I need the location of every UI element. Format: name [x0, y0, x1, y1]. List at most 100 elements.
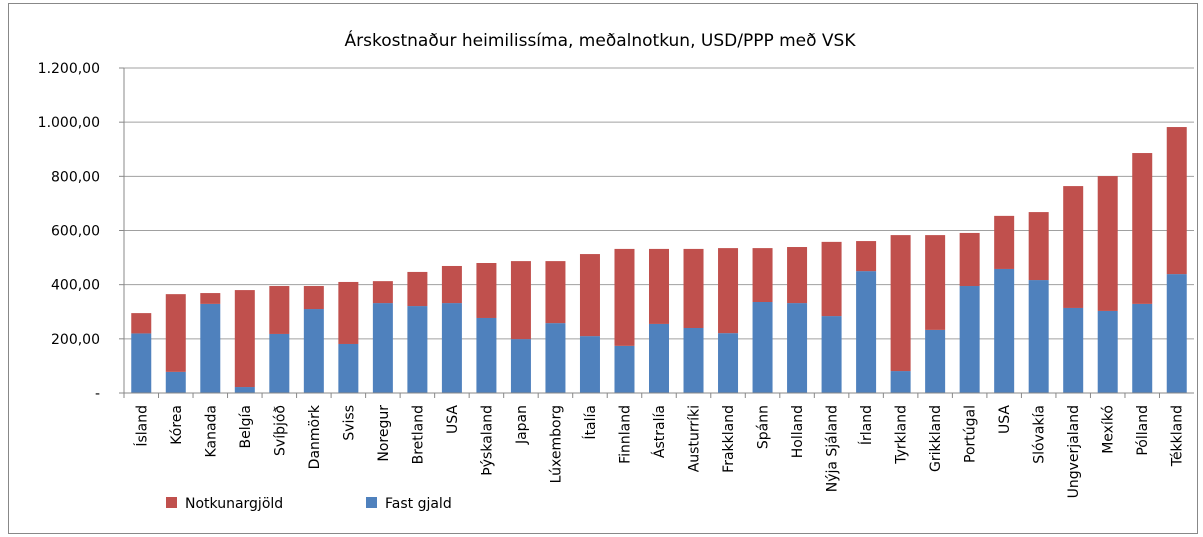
bar-segment	[338, 343, 359, 393]
x-tick-label: Holland	[790, 405, 806, 458]
bar-segment	[545, 323, 566, 393]
x-tick-label: Grikkland	[928, 405, 944, 472]
bar-segment	[407, 306, 428, 393]
bar-segment	[1166, 127, 1187, 275]
x-tick-label: Kórea	[169, 405, 185, 445]
y-tick-label: 1.000,00	[38, 115, 100, 131]
legend-label: Fast gjald	[385, 496, 452, 512]
bar-segment	[303, 286, 324, 310]
x-tick-label: Finnland	[617, 405, 633, 464]
y-tick-label: -	[95, 386, 100, 402]
bar-segment	[545, 261, 566, 324]
legend-swatch	[166, 497, 177, 508]
bar-segment	[787, 247, 808, 304]
chart-frame	[8, 3, 1198, 534]
bar-segment	[338, 281, 359, 344]
bar-segment	[441, 303, 462, 393]
bar-segment	[407, 271, 428, 307]
bar-segment	[303, 309, 324, 393]
bar-segment	[614, 345, 635, 393]
bar-segment	[131, 313, 152, 334]
bar-segment	[994, 268, 1015, 393]
x-tick-label: Ástralía	[651, 405, 668, 458]
x-tick-label: Portúgal	[963, 405, 979, 463]
x-tick-label: Ungverjaland	[1066, 405, 1082, 498]
bar-segment	[787, 303, 808, 393]
bar-segment	[649, 248, 669, 324]
bar-segment	[752, 302, 773, 393]
bar-segment	[614, 248, 635, 346]
bar-segment	[683, 328, 704, 393]
bar-segment	[821, 316, 842, 393]
x-tick-label: Kanada	[203, 405, 219, 457]
x-tick-label: Bretland	[410, 405, 426, 464]
bar-segment	[579, 254, 600, 337]
bar-segment	[165, 371, 186, 393]
bar-segment	[959, 286, 980, 393]
x-tick-label: Slóvakía	[1032, 405, 1048, 464]
bar-segment	[925, 235, 946, 330]
bar-segment	[959, 232, 980, 287]
x-tick-label: Frakkland	[721, 405, 737, 473]
x-tick-label: Ísland	[133, 405, 150, 447]
bar-segment	[856, 271, 877, 393]
bar-segment	[1063, 307, 1084, 393]
bar-segment	[476, 263, 497, 318]
bar-segment	[1166, 274, 1187, 393]
bar-segment	[234, 387, 255, 393]
x-tick-label: USA	[997, 405, 1013, 434]
bar-segment	[752, 248, 773, 302]
bar-segment	[1063, 186, 1084, 308]
x-tick-label: Mexíkó	[1101, 405, 1117, 454]
bar-segment	[925, 329, 946, 393]
chart-title: Árskostnaður heimilissíma, meðalnotkun, …	[345, 29, 857, 51]
y-tick-label: 1.200,00	[38, 61, 100, 77]
x-tick-label: USA	[445, 405, 461, 434]
x-tick-label: Danmörk	[307, 404, 323, 469]
x-tick-label: Nýja Sjáland	[825, 405, 841, 492]
bar-segment	[234, 290, 255, 388]
bar-segment	[510, 339, 531, 393]
bar-segment	[649, 323, 669, 393]
bar-segment	[683, 248, 704, 328]
bar-segment	[1028, 280, 1049, 393]
y-tick-label: 600,00	[51, 224, 100, 240]
x-tick-label: Tékkland	[1170, 405, 1186, 467]
bar-segment	[200, 303, 221, 393]
bar-segment	[372, 281, 393, 304]
bar-segment	[510, 261, 531, 340]
x-tick-label: Lúxemborg	[548, 405, 564, 483]
bar-segment	[718, 248, 739, 334]
x-tick-label: Austurríki	[687, 405, 703, 472]
bar-segment	[200, 293, 221, 304]
x-tick-label: Írland	[858, 405, 875, 445]
bar-segment	[579, 336, 600, 393]
bar-segment	[1028, 212, 1049, 281]
x-tick-label: Spánn	[756, 405, 772, 449]
bar-segment	[718, 333, 739, 393]
legend-label: Notkunargjöld	[185, 496, 283, 512]
bar-segment	[821, 241, 842, 317]
x-tick-label: Sviss	[341, 405, 357, 441]
x-tick-label: Japan	[514, 405, 530, 445]
y-tick-label: 200,00	[51, 332, 100, 348]
bar-segment	[994, 215, 1015, 269]
bar-segment	[476, 317, 497, 393]
x-tick-label: Belgía	[238, 405, 254, 448]
x-tick-label: Þýskaland	[479, 405, 495, 476]
x-tick-label: Tyrkland	[894, 405, 910, 465]
bar-segment	[890, 371, 911, 393]
bar-segment	[372, 303, 393, 393]
bar-segment	[1132, 153, 1153, 304]
legend-swatch	[366, 497, 377, 508]
bar-segment	[269, 286, 290, 334]
bar-segment	[441, 265, 462, 304]
x-tick-label: Noregur	[376, 405, 392, 462]
x-tick-label: Ítalía	[582, 405, 599, 440]
bar-segment	[165, 294, 186, 372]
y-tick-label: 800,00	[51, 169, 100, 185]
bar-segment	[856, 241, 877, 272]
bar-segment	[1132, 303, 1153, 393]
bar-segment	[1097, 176, 1118, 311]
